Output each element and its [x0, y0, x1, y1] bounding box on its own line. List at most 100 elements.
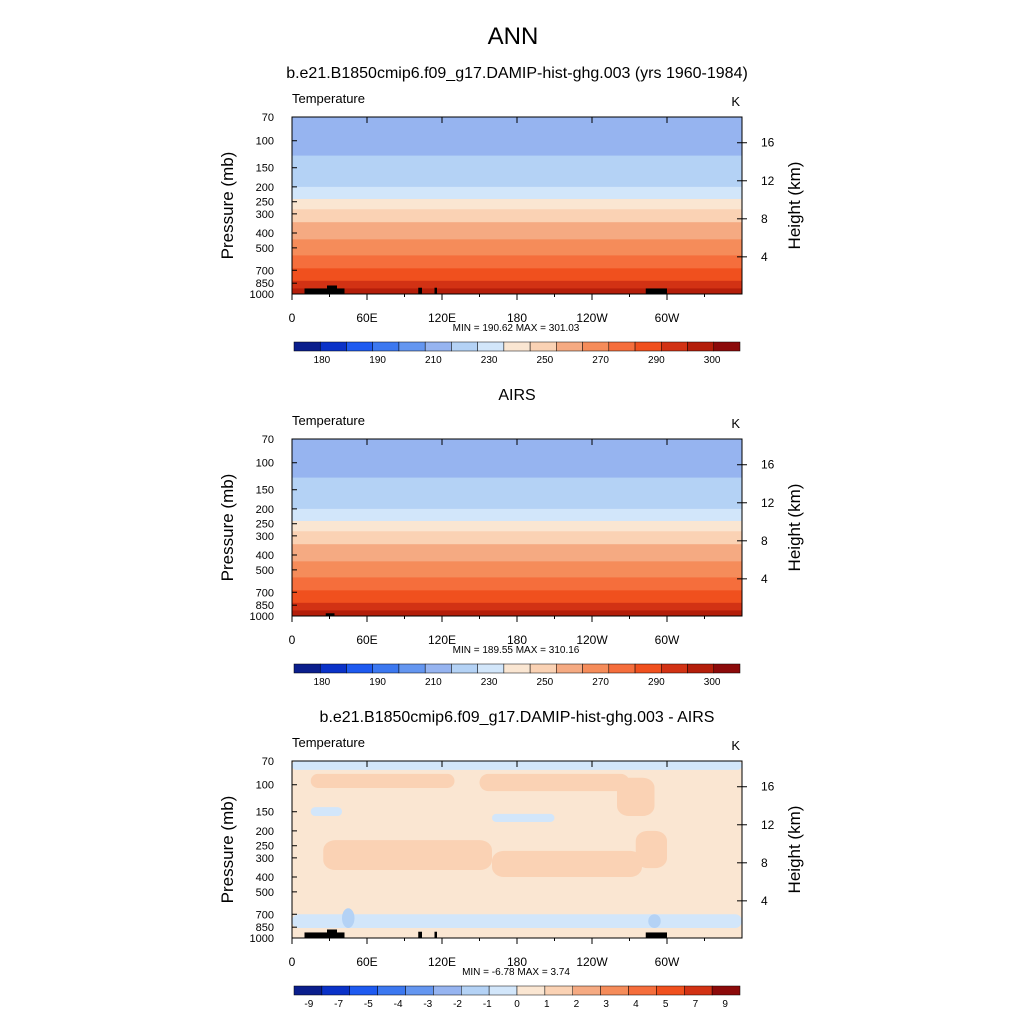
units-label: K [731, 738, 740, 753]
panel-obs: AIRS Temperature K Pressure (mb) 70 100 150 200… [218, 387, 804, 688]
colorbar-swatch [477, 341, 505, 352]
x-tick-label: 60W [655, 955, 680, 969]
colorbar-swatch [656, 985, 685, 996]
colorbar-label: -5 [364, 999, 373, 1010]
x-tick-label: 180 [507, 633, 527, 647]
colorbar-swatch [503, 663, 531, 674]
x-tick-label: 120W [576, 955, 608, 969]
y-tick-label: 300 [256, 853, 274, 865]
colorbar-label: 180 [314, 355, 331, 366]
panel-title: b.e21.B1850cmip6.f09_g17.DAMIP-hist-ghg.… [320, 709, 715, 726]
colorbar-swatch [661, 341, 688, 352]
plot-area [292, 117, 742, 294]
contour-region [310, 773, 455, 788]
colorbar-swatch [503, 341, 531, 352]
contour-band [292, 577, 742, 591]
colorbar-swatch [634, 663, 662, 674]
colorbar-swatch [433, 985, 462, 996]
y-tick-label: 150 [256, 485, 274, 497]
y-tick-label: 850 [256, 278, 274, 290]
colorbar-swatch [529, 341, 557, 352]
colorbar-swatch [713, 663, 741, 674]
colorbar-swatch [544, 985, 573, 996]
contour-region [310, 807, 342, 817]
colorbar-label: -9 [304, 999, 313, 1010]
colorbar-label: 290 [648, 355, 665, 366]
colorbar-swatch [628, 985, 657, 996]
x-tick-label: 180 [507, 311, 527, 325]
colorbar-label: 7 [693, 999, 699, 1010]
y-tick-label: 150 [256, 163, 274, 175]
x-tick-label: 120W [576, 311, 608, 325]
figure-title: ANN [488, 23, 539, 50]
colorbar-swatch [477, 663, 505, 674]
y-tick-label: 850 [256, 922, 274, 934]
y-tick-label: 400 [256, 550, 274, 562]
colorbar-label: 180 [314, 677, 331, 688]
panel-title: b.e21.B1850cmip6.f09_g17.DAMIP-hist-ghg.… [286, 65, 748, 82]
colorbar-swatch [321, 985, 350, 996]
colorbar-swatch [608, 341, 636, 352]
colorbar-swatch [349, 985, 378, 996]
height-tick-label: 8 [761, 212, 768, 226]
colorbar-swatch [424, 663, 452, 674]
topography-mask [304, 932, 327, 938]
y-tick-label: 1000 [250, 611, 274, 623]
height-tick-label: 12 [761, 818, 775, 832]
colorbar-swatch [372, 341, 400, 352]
y-tick-label: 200 [256, 182, 274, 194]
colorbar-swatch [713, 341, 741, 352]
x-tick-label: 120W [576, 633, 608, 647]
panel-model: b.e21.B1850cmip6.f09_g17.DAMIP-hist-ghg.… [218, 65, 804, 366]
colorbar-swatch [608, 663, 636, 674]
colorbar-swatch [346, 341, 373, 352]
colorbar-label: -3 [423, 999, 432, 1010]
height-axis-label: Height (km) [785, 484, 804, 572]
y-tick-label: 700 [256, 265, 274, 277]
colorbar-label: 3 [603, 999, 609, 1010]
contour-band [292, 222, 742, 240]
units-label: K [731, 94, 740, 109]
colorbar-swatch [572, 985, 601, 996]
contour-region [617, 777, 655, 817]
topography-mask [327, 929, 337, 938]
colorbar-swatch [398, 663, 426, 674]
colorbar-swatch [293, 341, 321, 352]
colorbar-swatch [293, 663, 321, 674]
height-axis-label: Height (km) [785, 806, 804, 894]
x-tick-label: 120E [428, 311, 456, 325]
contour-band [292, 199, 742, 210]
colorbar-label: 300 [704, 355, 721, 366]
y-tick-label: 400 [256, 872, 274, 884]
colorbar-swatch [398, 341, 426, 352]
colorbar-swatch [687, 663, 715, 674]
colorbar-label: 210 [425, 677, 442, 688]
y-tick-label: 100 [256, 780, 274, 792]
x-tick-label: 60E [356, 311, 377, 325]
colorbar-swatch [488, 985, 518, 996]
contour-band [292, 255, 742, 269]
y-tick-label: 100 [256, 136, 274, 148]
contour-band [292, 590, 742, 604]
contour-region [635, 830, 667, 869]
topography-mask [418, 287, 422, 294]
y-axis-label: Pressure (mb) [218, 152, 237, 260]
height-axis-label: Height (km) [785, 162, 804, 250]
height-tick-label: 12 [761, 496, 775, 510]
height-tick-label: 16 [761, 780, 775, 794]
height-tick-label: 8 [761, 856, 768, 870]
variable-label: Temperature [292, 413, 365, 428]
contour-region [342, 908, 355, 928]
y-tick-label: 250 [256, 197, 274, 209]
x-tick-label: 0 [289, 311, 296, 325]
colorbar-swatch [711, 985, 741, 996]
colorbar-swatch [424, 341, 452, 352]
y-tick-label: 70 [262, 434, 274, 446]
x-tick-label: 120E [428, 955, 456, 969]
min-max-stats: MIN = 189.55 MAX = 310.16 [453, 645, 580, 656]
contour-band [292, 186, 742, 200]
colorbar-swatch [451, 341, 478, 352]
colorbar-label: 290 [648, 677, 665, 688]
colorbar-swatch [293, 985, 323, 996]
